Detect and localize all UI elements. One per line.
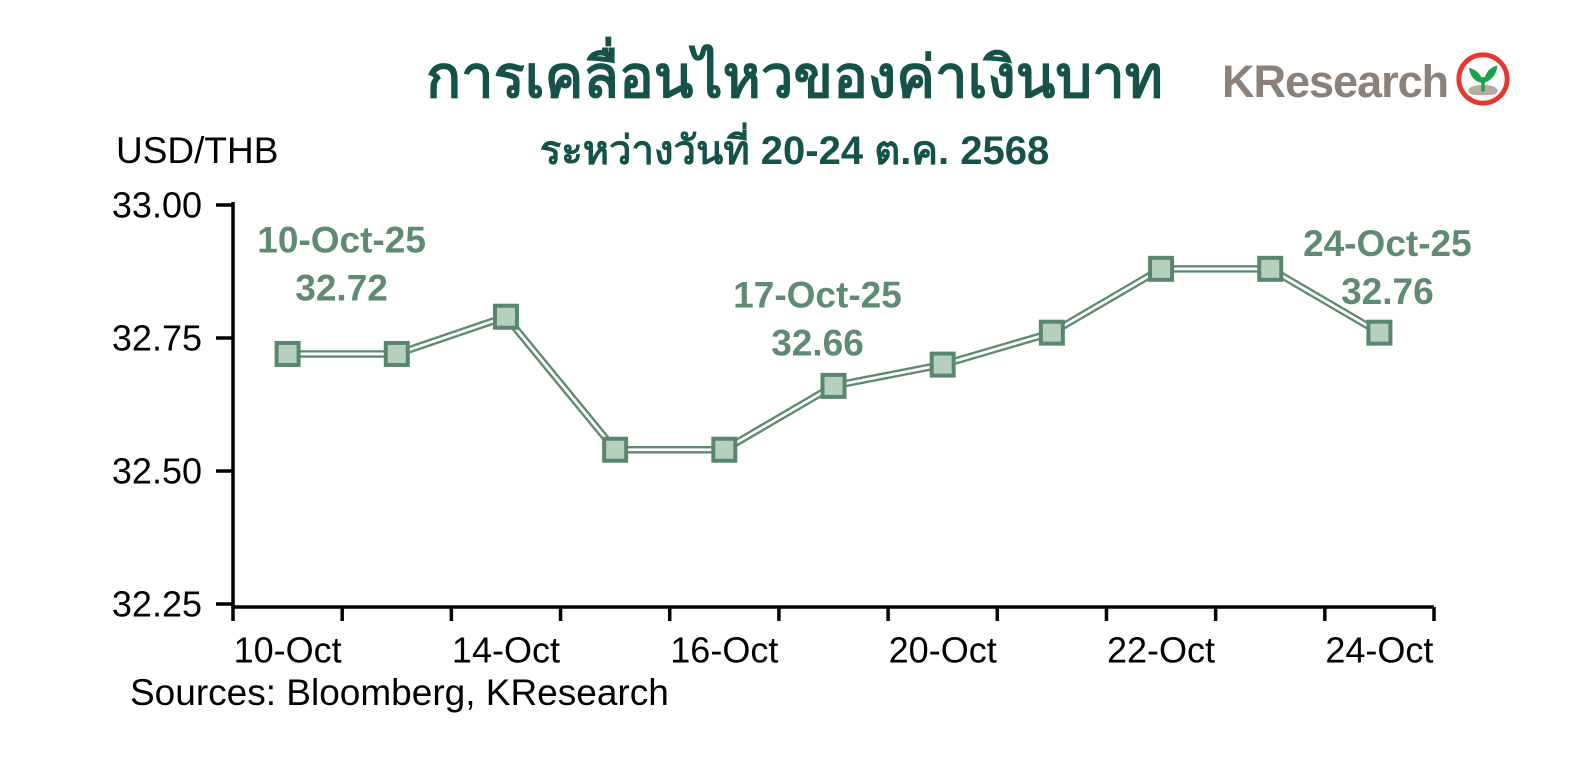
x-tick-label: 24-Oct (1325, 630, 1433, 671)
data-point-marker (1038, 319, 1065, 346)
x-tick-label: 16-Oct (670, 630, 778, 671)
annotation-value-label: 32.72 (295, 267, 388, 308)
x-tick-label: 22-Oct (1107, 630, 1215, 671)
x-tick-label: 10-Oct (234, 630, 342, 671)
y-tick-label: 32.25 (112, 584, 202, 625)
data-point-marker (711, 436, 738, 463)
chart-subtitle: ระหว่างวันที่ 20-24 ต.ค. 2568 (539, 129, 1050, 173)
data-point-marker (929, 351, 956, 378)
annotation-date-label: 17-Oct-25 (733, 274, 902, 315)
data-point-marker (383, 340, 410, 367)
data-point-marker (492, 303, 519, 330)
data-point-marker (1366, 319, 1393, 346)
y-tick-label: 32.75 (112, 318, 202, 359)
y-axis-unit-label: USD/THB (116, 130, 279, 171)
source-note: Sources: Bloomberg, KResearch (130, 672, 669, 713)
x-tick-label: 14-Oct (452, 630, 560, 671)
x-tick-label: 20-Oct (889, 630, 997, 671)
y-tick-label: 33.00 (112, 185, 202, 226)
chart-title: การเคลื่อนไหวของค่าเงินบาท (425, 45, 1164, 110)
kresearch-sprout-icon (1454, 50, 1512, 113)
annotation-date-label: 10-Oct-25 (257, 219, 426, 260)
data-point-marker (1257, 255, 1284, 282)
data-point-marker (820, 372, 847, 399)
data-point-marker (602, 436, 629, 463)
kresearch-logo: KResearch (1222, 50, 1512, 113)
annotation-date-label: 24-Oct-25 (1303, 223, 1472, 264)
data-point-marker (1148, 255, 1175, 282)
data-point-marker (274, 340, 301, 367)
annotation-value-label: 32.66 (771, 322, 864, 363)
kresearch-logo-text: KResearch (1222, 55, 1449, 107)
annotation-value-label: 32.76 (1341, 271, 1434, 312)
y-tick-label: 32.50 (112, 451, 202, 492)
